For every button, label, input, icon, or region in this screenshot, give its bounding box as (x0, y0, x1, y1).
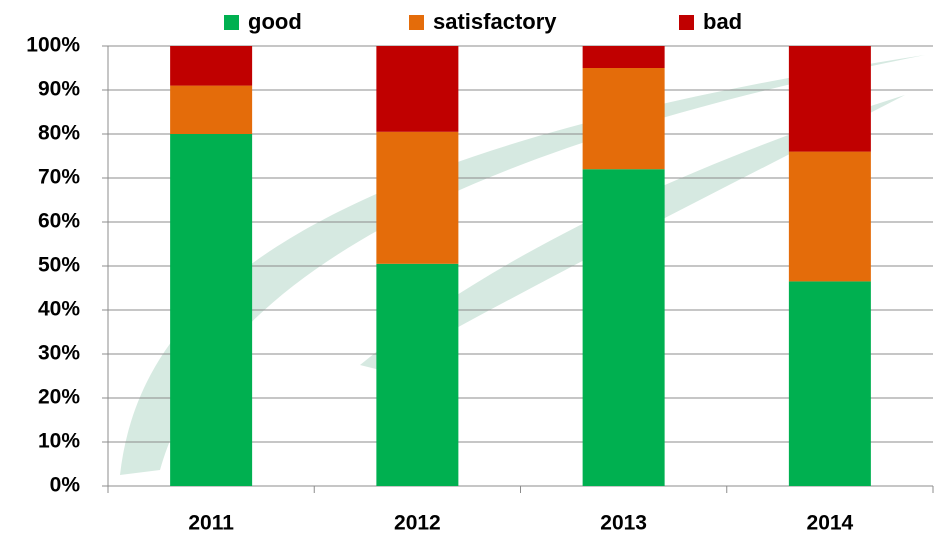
legend-label: satisfactory (433, 9, 557, 34)
bar-segment (788, 151, 871, 282)
y-tick-label: 90% (38, 78, 80, 101)
bar-segment (582, 46, 665, 68)
legend-label: bad (703, 9, 742, 34)
y-tick-label: 30% (38, 342, 80, 365)
bar-segment (376, 131, 459, 264)
legend-label: good (248, 9, 302, 34)
y-tick-label: 0% (50, 474, 81, 497)
bar-segment (170, 134, 253, 486)
bar-segment (376, 263, 459, 486)
legend-swatch (409, 15, 424, 30)
bar-segment (170, 46, 253, 86)
bar-segment (582, 169, 665, 486)
bar-segment (582, 68, 665, 170)
y-tick-label: 70% (38, 166, 80, 189)
y-tick-label: 60% (38, 210, 80, 233)
y-tick-label: 100% (26, 34, 80, 57)
bar-segment (376, 46, 459, 132)
y-tick-label: 80% (38, 122, 80, 145)
y-tick-label: 50% (38, 254, 80, 277)
bar-segment (788, 281, 871, 486)
bar-segment (170, 85, 253, 134)
legend-swatch (679, 15, 694, 30)
x-tick-label: 2011 (188, 512, 234, 535)
legend-swatch (224, 15, 239, 30)
y-tick-label: 40% (38, 298, 80, 321)
y-tick-label: 10% (38, 430, 80, 453)
bar-segment (788, 46, 871, 152)
x-tick-label: 2013 (600, 512, 647, 535)
x-tick-label: 2012 (394, 512, 441, 535)
y-tick-label: 20% (38, 386, 80, 409)
x-tick-label: 2014 (807, 512, 854, 535)
